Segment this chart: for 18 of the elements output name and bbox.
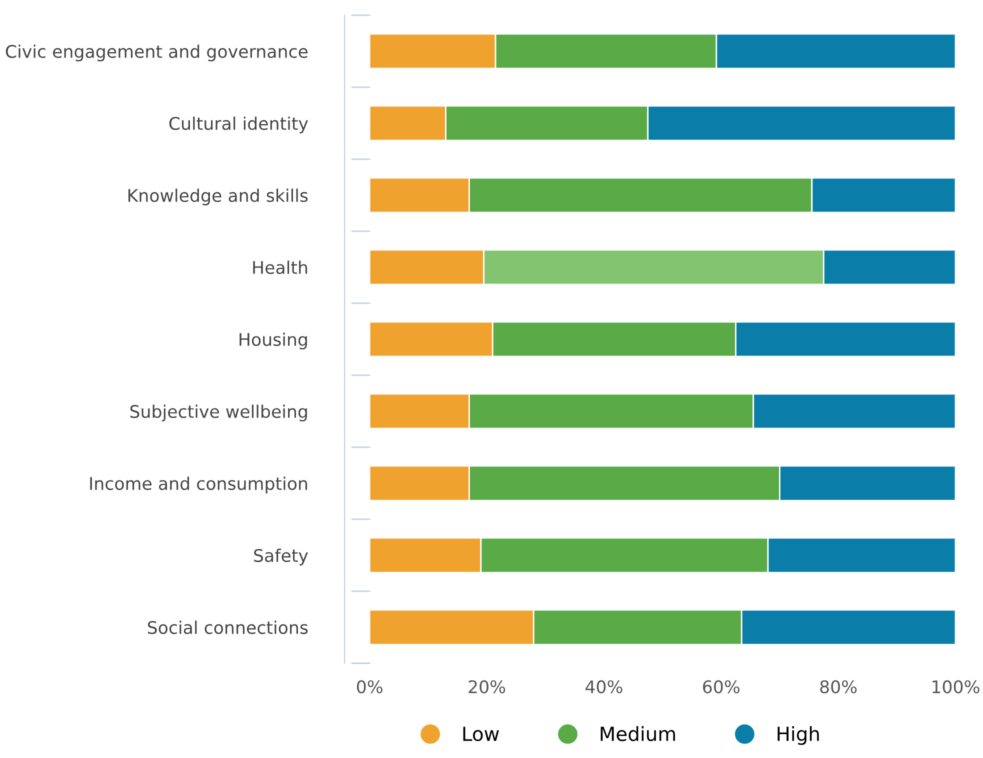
legend-label: Low	[463, 726, 499, 742]
y-tick-label: Income and consumption	[90, 476, 308, 494]
y-tick-label: Subjective wellbeing	[130, 404, 307, 422]
x-tick-label: 80%	[820, 680, 857, 694]
y-tick-label: Cultural identity	[169, 116, 308, 134]
x-tick-label: 0%	[356, 680, 382, 694]
y-tick-label: Housing	[240, 332, 307, 350]
y-tick-label: Civic engagement and governance	[6, 44, 308, 62]
y-tick-label: Knowledge and skills	[128, 188, 308, 206]
y-tick-label: Safety	[254, 548, 308, 566]
x-tick-label: 100%	[932, 680, 980, 694]
x-tick-label: 20%	[468, 680, 506, 694]
legend-label: High	[778, 726, 819, 745]
x-tick-label: 60%	[703, 680, 740, 694]
y-tick-label: Health	[253, 260, 308, 274]
legend-label: Medium	[600, 726, 675, 742]
y-tick-label: Social connections	[148, 620, 308, 634]
x-tick-label: 40%	[586, 680, 622, 694]
